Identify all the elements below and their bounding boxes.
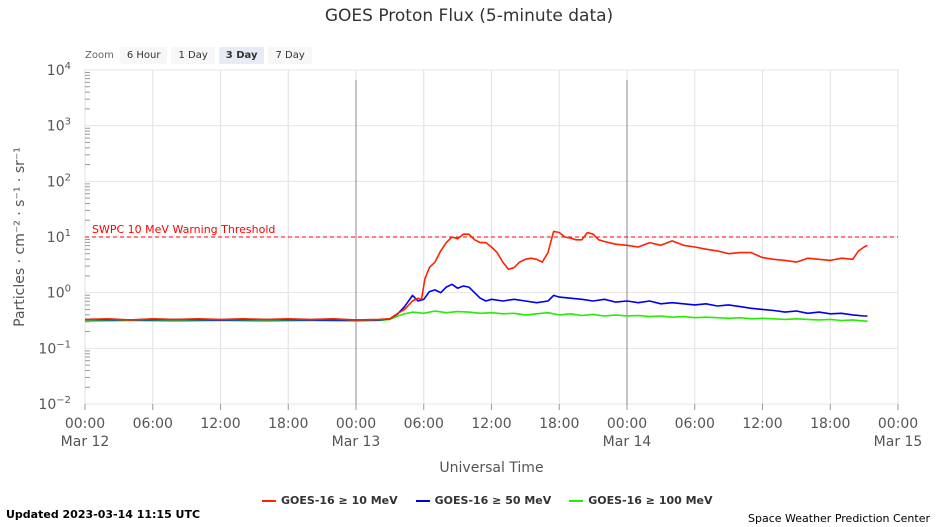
- y-axis-title: Particles · cm⁻² · s⁻¹ · sr⁻¹: [12, 147, 28, 327]
- chart-legend: GOES-16 ≥ 10 MeV GOES-16 ≥ 50 MeV GOES-1…: [262, 494, 731, 507]
- x-tick-date-label: Mar 13: [332, 434, 381, 450]
- threshold-label: SWPC 10 MeV Warning Threshold: [92, 223, 275, 236]
- x-axis-title: Universal Time: [439, 460, 543, 476]
- x-tick-label: 00:00: [878, 416, 918, 432]
- series-line-1: [84, 283, 868, 321]
- x-tick-label: 12:00: [742, 416, 782, 432]
- series-line-0: [84, 230, 868, 321]
- zoom-7-day-button[interactable]: 7 Day: [268, 46, 312, 64]
- x-tick-label: 00:00: [336, 416, 376, 432]
- series-line-2: [84, 310, 868, 322]
- y-tick-label: 100: [47, 284, 71, 302]
- legend-label-50mev: GOES-16 ≥ 50 MeV: [434, 494, 552, 507]
- zoom-6-hour-button[interactable]: 6 Hour: [119, 46, 168, 64]
- legend-label-10mev: GOES-16 ≥ 10 MeV: [281, 494, 398, 507]
- x-tick-label: 18:00: [810, 416, 850, 432]
- x-tick-label: 18:00: [539, 416, 579, 432]
- zoom-controls: Zoom 6 Hour 1 Day 3 Day 7 Day: [85, 45, 316, 65]
- zoom-3-day-button[interactable]: 3 Day: [218, 46, 265, 64]
- y-tick-label: 102: [47, 172, 71, 190]
- legend-item-100mev[interactable]: GOES-16 ≥ 100 MeV: [569, 494, 713, 507]
- y-tick-label: 10−1: [38, 339, 71, 357]
- x-tick-label: 06:00: [404, 416, 444, 432]
- zoom-1-day-button[interactable]: 1 Day: [171, 46, 215, 64]
- updated-timestamp: Updated 2023-03-14 11:15 UTC: [6, 508, 201, 521]
- x-tick-label: 12:00: [200, 416, 240, 432]
- x-tick-label: 06:00: [675, 416, 715, 432]
- chart-title: GOES Proton Flux (5-minute data): [324, 6, 614, 26]
- x-tick-label: 00:00: [607, 416, 647, 432]
- x-tick-label: 12:00: [471, 416, 511, 432]
- legend-swatch-100mev: [569, 499, 584, 502]
- legend-swatch-10mev: [262, 499, 276, 502]
- x-tick-date-label: Mar 14: [603, 434, 652, 450]
- y-tick-label: 10−2: [38, 395, 71, 413]
- x-tick-label: 06:00: [133, 416, 173, 432]
- legend-item-50mev[interactable]: GOES-16 ≥ 50 MeV: [415, 494, 552, 507]
- x-tick-date-label: Mar 12: [61, 434, 110, 450]
- x-tick-date-label: Mar 15: [874, 434, 923, 450]
- x-tick-label: 00:00: [65, 416, 105, 432]
- y-tick-label: 103: [47, 117, 71, 135]
- zoom-label: Zoom: [85, 49, 114, 61]
- legend-item-10mev[interactable]: GOES-16 ≥ 10 MeV: [262, 494, 398, 507]
- y-tick-label: 101: [47, 228, 71, 246]
- y-tick-label: 104: [47, 61, 71, 79]
- credit-text: Space Weather Prediction Center: [748, 512, 930, 525]
- legend-swatch-50mev: [415, 499, 430, 502]
- legend-label-100mev: GOES-16 ≥ 100 MeV: [588, 494, 713, 507]
- x-tick-label: 18:00: [268, 416, 308, 432]
